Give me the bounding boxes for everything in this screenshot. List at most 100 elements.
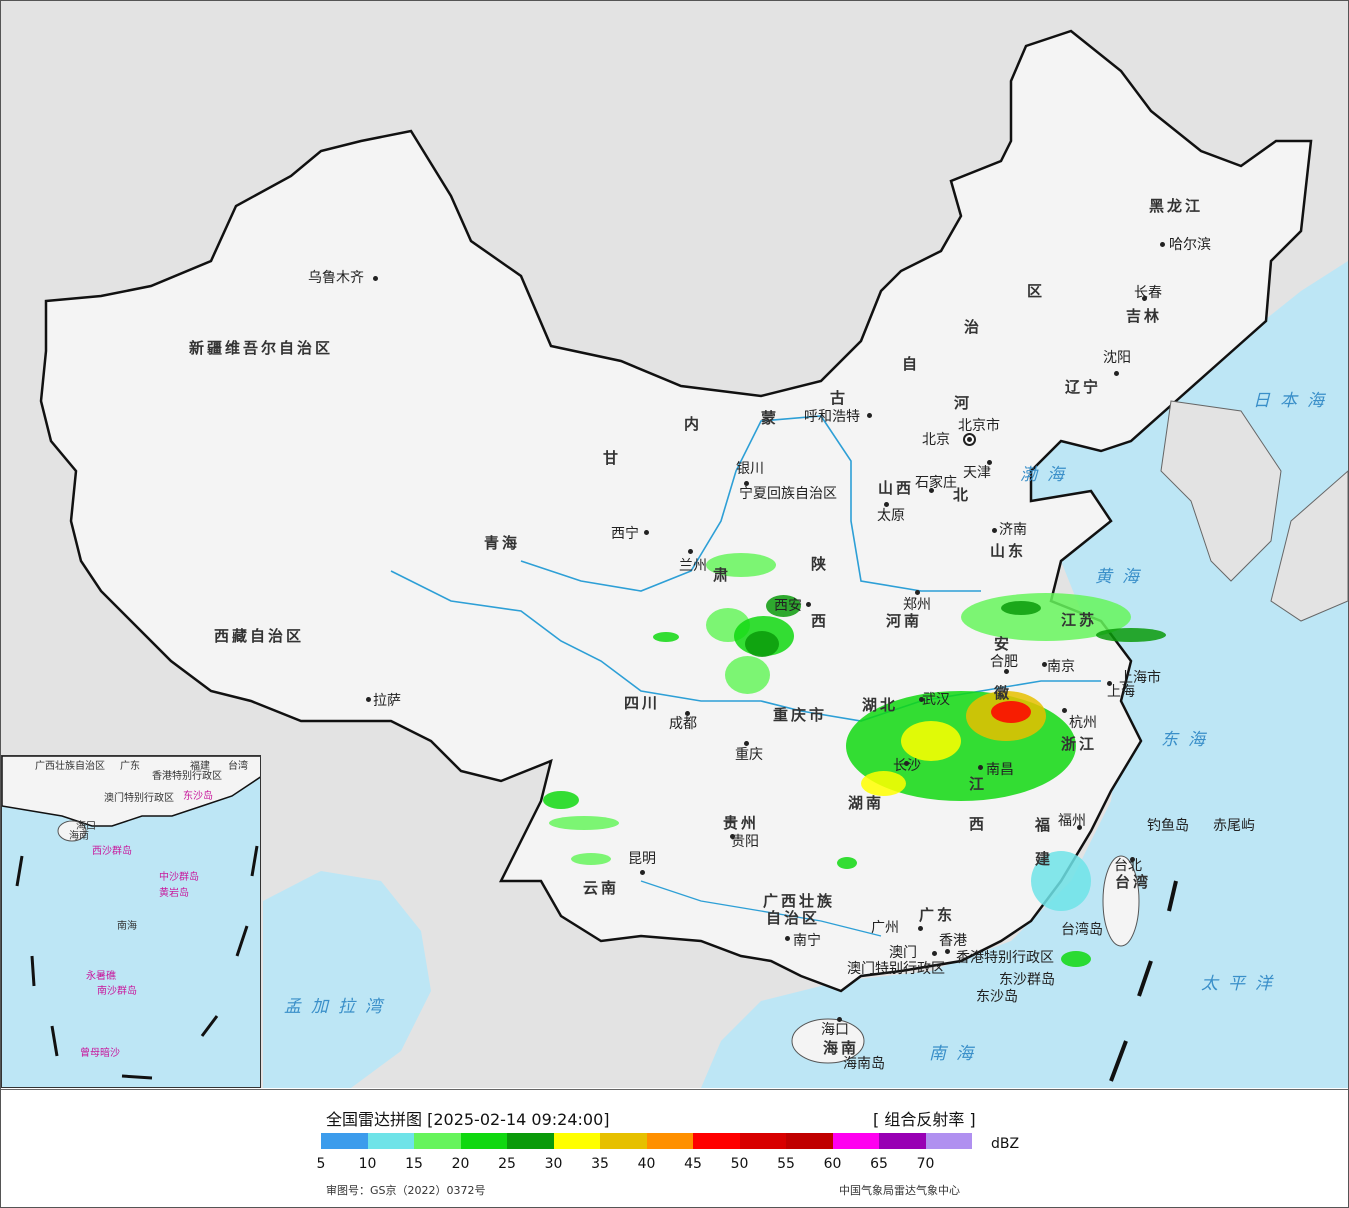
city-marker (806, 602, 811, 607)
city-marker (978, 765, 983, 770)
city-label: 海口 (821, 1022, 849, 1038)
radar-echo (837, 857, 857, 869)
city-label: 合肥 (990, 654, 1018, 670)
province-label: 广西壮族 (763, 892, 836, 910)
city-marker (366, 697, 371, 702)
scale-tick-label: 70 (916, 1156, 935, 1172)
city-marker (1130, 857, 1135, 862)
scale-swatch (367, 1133, 414, 1149)
city-label: 乌鲁木齐 (308, 270, 364, 286)
radar-echo (1061, 951, 1091, 967)
province-label: 自治区 (766, 909, 821, 927)
place-label: 东沙群岛 (999, 972, 1055, 988)
city-label: 成都 (669, 716, 697, 732)
scale-swatch (786, 1133, 833, 1149)
south-china-sea-inset: 广西壮族自治区 广东 福建 台湾 香港特别行政区 澳门特别行政区 东沙岛 海口 海南 西沙群岛 中沙… (1, 755, 261, 1088)
city-marker (1042, 662, 1047, 667)
place-label: 赤尾屿 (1213, 818, 1255, 834)
city-marker (685, 711, 690, 716)
inset-label: 海南 (69, 831, 89, 842)
radar-echo (1096, 628, 1166, 642)
scale-tick-label: 40 (637, 1156, 656, 1172)
radar-echo (549, 816, 619, 830)
radar-echo (725, 656, 770, 694)
province-label: 徽 (994, 684, 1013, 702)
place-label: 香港特别行政区 (956, 950, 1054, 966)
inset-label: 西沙群岛 (92, 846, 132, 857)
city-label: 呼和浩特 (804, 409, 860, 425)
city-marker (992, 528, 997, 533)
radar-echo-layer (543, 553, 1166, 967)
province-label: 湖北 (862, 696, 899, 714)
city-label: 武汉 (922, 692, 950, 708)
sea-label: 渤海 (1020, 465, 1074, 485)
province-label: 吉林 (1126, 307, 1163, 325)
city-marker (945, 949, 950, 954)
province-label: 新疆维吾尔自治区 (189, 339, 334, 357)
city-label: 郑州 (903, 597, 931, 613)
scale-tick-label: 15 (405, 1156, 423, 1172)
city-label: 沈阳 (1103, 350, 1131, 366)
city-marker (1142, 296, 1147, 301)
place-label: 海南岛 (843, 1056, 885, 1072)
sea-label: 南海 (929, 1044, 983, 1064)
city-marker (837, 1017, 842, 1022)
city-label: 贵阳 (731, 834, 759, 850)
province-label: 福 (1035, 816, 1054, 834)
city-label: 济南 (999, 522, 1027, 538)
inset-nine-dash (15, 845, 259, 1080)
scale-swatch (507, 1133, 554, 1149)
province-label: 江 (969, 775, 988, 793)
scale-tick-label: 10 (358, 1156, 377, 1172)
city-label: 南昌 (986, 762, 1014, 778)
sea-label: 孟加拉湾 (284, 997, 392, 1017)
province-label: 古 (830, 389, 849, 407)
city-marker (373, 276, 378, 281)
sea-label: 黄海 (1095, 567, 1149, 587)
inset-label: 曾母暗沙 (80, 1048, 120, 1059)
province-label: 西 (811, 612, 830, 630)
province-label: 台湾 (1115, 873, 1152, 891)
province-label: 云南 (583, 879, 620, 897)
province-label: 西 (969, 815, 988, 833)
pearl-river (640, 880, 882, 937)
province-label: 建 (1035, 850, 1054, 868)
scale-swatch (646, 1133, 693, 1149)
inset-label: 海口 (76, 821, 96, 832)
province-label: 甘 (603, 449, 622, 467)
city-label: 太原 (877, 508, 905, 524)
city-marker (915, 590, 920, 595)
inset-label: 台湾 (228, 761, 248, 772)
radar-echo (571, 853, 611, 865)
province-label: 区 (1027, 282, 1046, 300)
place-label: 台湾岛 (1061, 922, 1103, 938)
city-marker (1114, 371, 1119, 376)
city-label: 上海 (1107, 684, 1135, 700)
scale-swatch (693, 1133, 740, 1149)
city-label: 长春 (1134, 285, 1162, 301)
korea-peninsula (1160, 400, 1282, 582)
inset-land (2, 756, 260, 827)
city-marker (904, 761, 909, 766)
city-label: 台北 (1114, 858, 1142, 874)
city-marker (1004, 669, 1009, 674)
nine-dash-line (1109, 880, 1178, 1082)
province-label: 海南 (823, 1039, 860, 1057)
city-marker (884, 502, 889, 507)
province-label: 北 (953, 486, 972, 504)
city-marker (640, 870, 645, 875)
city-label: 西宁 (611, 526, 639, 542)
scale-tick-label: 50 (730, 1156, 749, 1172)
bay-of-bengal (263, 871, 431, 1088)
province-label: 肃 (713, 566, 732, 584)
scale-tick-label: 20 (451, 1156, 470, 1172)
city-marker (932, 951, 937, 956)
radar-echo (1001, 601, 1041, 615)
city-marker (1160, 242, 1165, 247)
province-label: 山西 (878, 479, 915, 497)
legend-title: 全国雷达拼图 [2025-02-14 09:24:00] (326, 1110, 610, 1129)
scale-tick-label: 65 (870, 1156, 888, 1172)
sea-label: 太平洋 (1201, 974, 1282, 994)
legend-unit: dBZ (991, 1136, 1020, 1152)
city-label: 杭州 (1069, 715, 1097, 731)
